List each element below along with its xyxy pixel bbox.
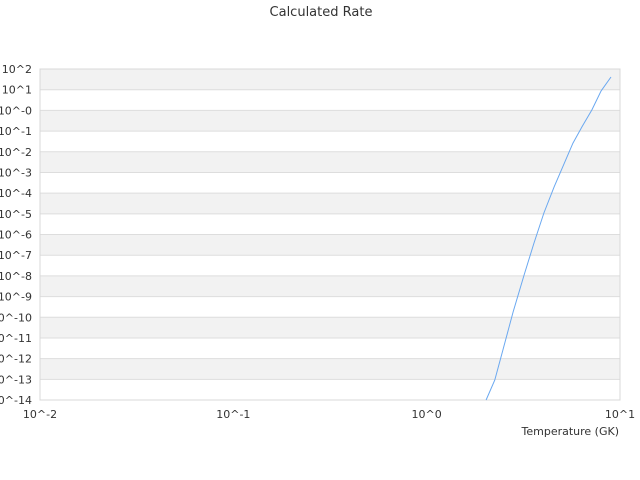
x-tick-label: 10^0: [412, 408, 442, 421]
x-tick-label: 10^1: [605, 408, 635, 421]
y-tick-label: 10^-5: [0, 208, 32, 221]
grid-band: [40, 131, 620, 152]
x-tick-label: 10^-2: [23, 408, 57, 421]
y-tick-label: 10^-14: [0, 394, 32, 407]
y-tick-label: 10^1: [2, 84, 32, 97]
grid-band: [40, 358, 620, 380]
grid-band: [40, 317, 620, 338]
grid-band: [40, 234, 620, 256]
y-tick-label: 10^-0: [0, 104, 32, 117]
y-tick-label: 10^2: [2, 63, 32, 76]
y-tick-label: 10^-3: [0, 166, 32, 179]
grid-band: [40, 337, 620, 359]
y-tick-label: 10^-12: [0, 353, 32, 366]
y-tick-label: 10^-11: [0, 332, 32, 345]
grid-band: [40, 296, 620, 318]
x-axis-label: Temperature (GK): [521, 425, 620, 438]
y-tick-label: 10^-1: [0, 125, 32, 138]
y-tick-label: 10^-4: [0, 187, 32, 200]
x-tick-label: 10^-1: [216, 408, 250, 421]
grid-band: [40, 110, 620, 132]
y-tick-label: 10^-6: [0, 229, 32, 242]
y-tick-label: 10^-2: [0, 146, 32, 159]
y-tick-label: 10^-7: [0, 249, 32, 262]
series-line: [485, 76, 612, 401]
plot-border: [39, 68, 621, 401]
grid-band: [40, 193, 620, 214]
y-tick-label: 10^-8: [0, 270, 32, 283]
grid-band: [40, 172, 620, 194]
chart-title: Calculated Rate: [270, 5, 373, 20]
grid-band: [40, 255, 620, 276]
y-tick-label: 10^-13: [0, 373, 32, 386]
grid-band: [40, 69, 620, 90]
y-tick-label: 10^-10: [0, 311, 32, 324]
grid-band: [40, 275, 620, 297]
grid-band: [40, 213, 620, 235]
grid-band: [40, 379, 620, 400]
grid-band: [40, 89, 620, 111]
grid-band: [40, 151, 620, 173]
y-tick-label: 10^-9: [0, 291, 32, 304]
